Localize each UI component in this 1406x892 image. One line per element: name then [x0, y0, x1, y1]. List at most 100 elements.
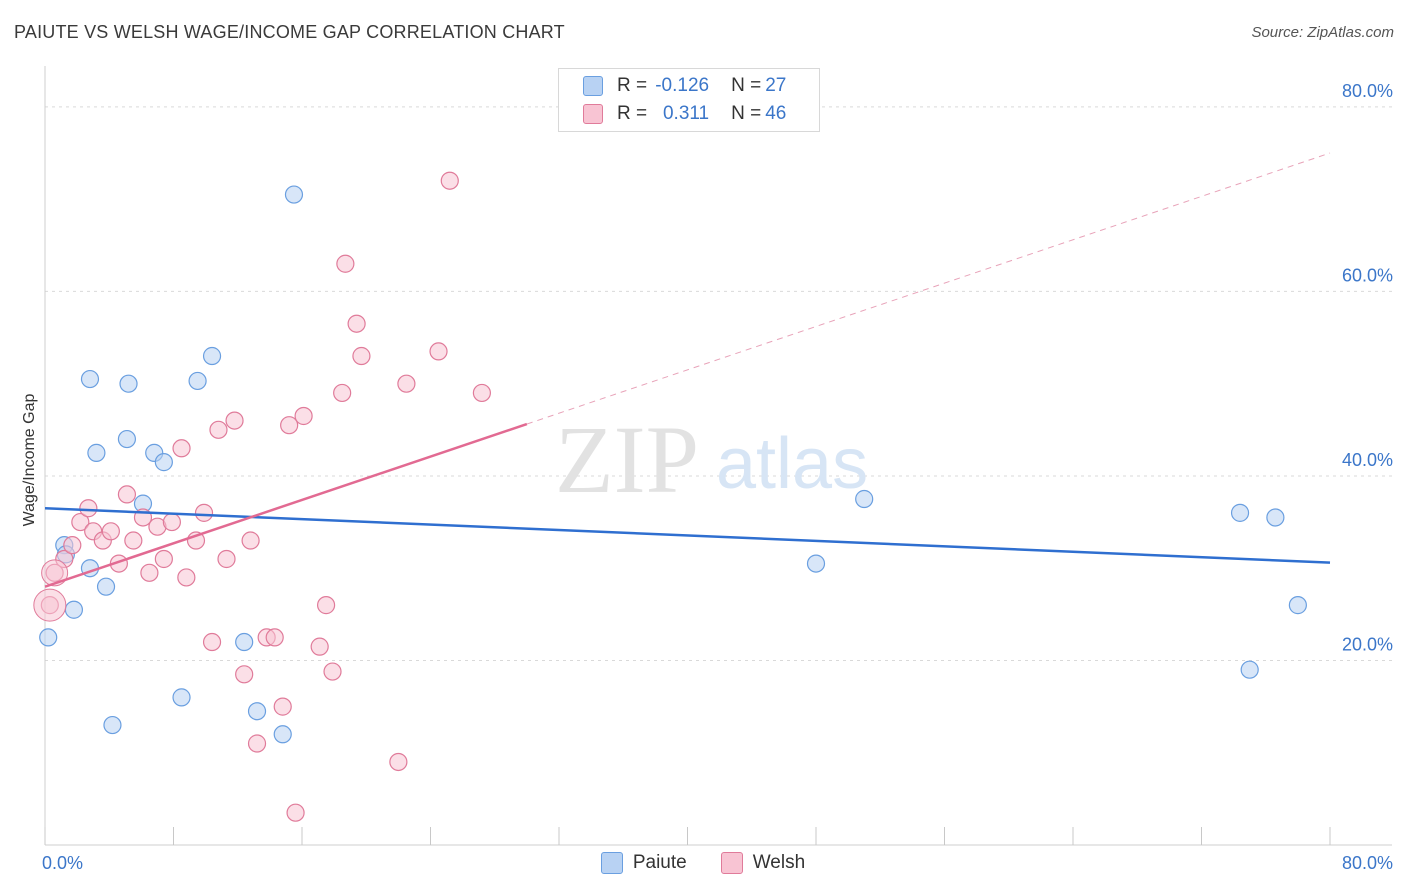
trend-lines	[44, 152, 1331, 588]
x-tick-label: 80.0%	[1342, 853, 1393, 873]
welsh-point	[294, 406, 313, 426]
welsh-point	[124, 531, 143, 550]
welsh-point	[154, 549, 173, 569]
axes	[44, 66, 1392, 846]
paiute-point	[247, 702, 267, 721]
welsh-point	[194, 503, 214, 522]
paiute-point	[117, 429, 137, 449]
source-credit: Source: ZipAtlas.com	[1251, 24, 1394, 41]
paiute-legend-label: Paiute	[632, 852, 687, 873]
welsh-swatch	[583, 104, 603, 124]
n-value: 46	[765, 103, 787, 124]
welsh-point	[241, 531, 260, 550]
welsh-point	[225, 411, 244, 430]
paiute-swatch	[583, 76, 603, 96]
welsh-point	[347, 314, 366, 333]
y-tick-label: 40.0%	[1342, 450, 1393, 470]
welsh-point	[352, 346, 371, 366]
welsh-point	[117, 485, 137, 504]
x-tick-label: 0.0%	[42, 853, 83, 873]
paiute-point	[96, 577, 116, 596]
watermark-atlas: atlas	[716, 424, 868, 504]
paiute-point	[1266, 508, 1285, 527]
paiute-point	[273, 725, 292, 744]
r-label: R =	[617, 75, 648, 96]
welsh-point	[172, 439, 191, 458]
paiute-point	[235, 632, 254, 652]
welsh-point	[63, 536, 82, 555]
paiute-point	[154, 453, 173, 472]
paiute-legend-swatch	[600, 852, 623, 874]
paiute-trend-line	[44, 506, 1331, 564]
welsh-point	[140, 563, 159, 582]
paiute-point	[64, 600, 84, 619]
welsh-point	[33, 588, 67, 622]
welsh-point	[209, 420, 228, 439]
legend-item-paiute[interactable]: Paiute	[600, 852, 687, 874]
welsh-point	[202, 632, 222, 652]
welsh-point	[316, 596, 336, 615]
paiute-point	[1230, 503, 1250, 522]
welsh-point	[101, 522, 120, 541]
stats-legend: R = -0.126 N = 27 R = 0.311 N = 46	[558, 68, 820, 132]
y-tick-label: 80.0%	[1342, 81, 1393, 101]
chart-title: PAIUTE VS WELSH WAGE/INCOME GAP CORRELAT…	[14, 22, 565, 42]
welsh-point	[440, 171, 459, 190]
data-points	[33, 171, 1307, 822]
welsh-point	[273, 697, 292, 716]
tick-labels: 20.0% 40.0% 60.0% 80.0% 0.0% 80.0%	[42, 81, 1393, 873]
paiute-point	[284, 185, 304, 204]
welsh-point	[162, 512, 181, 532]
welsh-point	[235, 665, 254, 684]
paiute-point	[1288, 596, 1307, 615]
paiute-point	[39, 628, 58, 647]
r-value: 0.311	[662, 103, 710, 124]
paiute-point	[172, 688, 191, 707]
welsh-point	[336, 254, 355, 273]
welsh-legend-swatch	[720, 852, 743, 874]
welsh-point	[310, 637, 329, 656]
watermark: ZIP atlas	[555, 406, 868, 513]
n-value: 27	[765, 75, 787, 96]
paiute-point	[806, 554, 826, 573]
series-legend: Paiute Welsh	[0, 852, 1406, 874]
gridlines	[45, 106, 1392, 661]
welsh-point	[333, 383, 352, 403]
welsh-point	[429, 342, 448, 361]
welsh-point	[389, 752, 408, 772]
welsh-trend-line	[44, 422, 528, 588]
paiute-point	[188, 371, 207, 391]
welsh-point	[71, 512, 90, 532]
welsh-point	[323, 662, 342, 681]
welsh-point	[217, 549, 236, 569]
y-tick-label: 20.0%	[1342, 634, 1393, 654]
legend-row-welsh: R = 0.311 N = 46	[583, 101, 786, 127]
r-label: R =	[617, 103, 648, 124]
legend-row-paiute: R = -0.126 N = 27	[583, 73, 786, 99]
paiute-point	[87, 443, 106, 462]
paiute-point	[80, 369, 100, 389]
paiute-point	[119, 374, 138, 393]
welsh-point	[41, 559, 69, 587]
welsh-point	[286, 803, 305, 822]
welsh-trend-line-extension	[526, 152, 1331, 425]
paiute-point	[103, 715, 122, 735]
welsh-point	[247, 734, 267, 753]
paiute-point	[1240, 660, 1259, 679]
paiute-point	[202, 346, 222, 366]
r-value: -0.126	[655, 75, 710, 96]
welsh-legend-label: Welsh	[752, 852, 806, 873]
welsh-point	[177, 568, 196, 587]
welsh-point	[397, 374, 416, 393]
welsh-point	[472, 383, 491, 403]
watermark-zip: ZIP	[555, 406, 699, 513]
n-label: N =	[731, 103, 762, 124]
welsh-point	[265, 628, 284, 647]
n-label: N =	[731, 75, 762, 96]
welsh-point	[79, 499, 98, 518]
y-tick-label: 60.0%	[1342, 265, 1393, 285]
legend-item-welsh[interactable]: Welsh	[720, 852, 806, 874]
paiute-point	[855, 489, 874, 509]
welsh-point	[280, 416, 299, 435]
